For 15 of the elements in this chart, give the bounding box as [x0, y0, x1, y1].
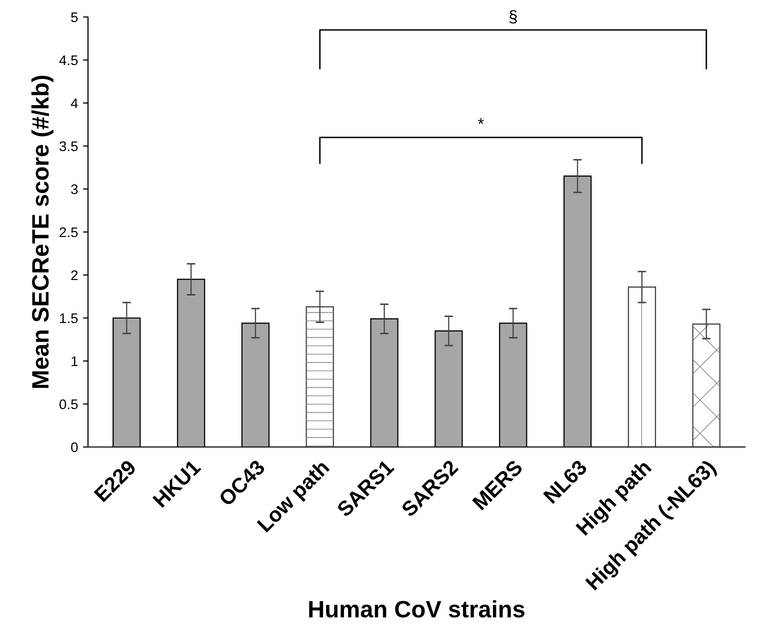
- y-tick-label: 4.5: [59, 55, 78, 66]
- y-tick-label: 0: [71, 442, 78, 452]
- y-tick-label: 1.5: [60, 313, 78, 324]
- y-tick-label: 5: [71, 12, 78, 22]
- y-tick-label: 2.5: [60, 227, 78, 238]
- y-tick-label: 3.5: [60, 141, 78, 152]
- y-axis-title: Mean SECReTE score (#/kb): [31, 76, 54, 388]
- y-tick-label: 4: [70, 98, 78, 108]
- y-tick-label: 0.5: [60, 399, 78, 410]
- y-tick-label: 2: [71, 270, 78, 280]
- x-axis-title: Human CoV strains: [309, 600, 524, 618]
- y-tick-label: 1: [72, 356, 78, 366]
- annotation: §: [509, 10, 517, 24]
- annotation: *: [478, 118, 484, 124]
- y-tick-label: 3: [71, 184, 78, 194]
